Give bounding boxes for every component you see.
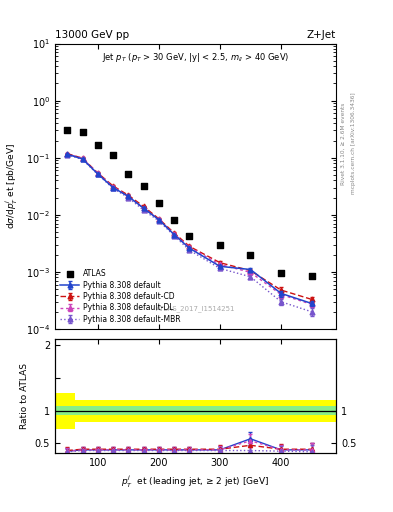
Y-axis label: Ratio to ATLAS: Ratio to ATLAS xyxy=(20,363,29,429)
ATLAS xyxy=(309,272,315,280)
ATLAS xyxy=(247,250,253,259)
ATLAS xyxy=(110,151,116,159)
ATLAS xyxy=(217,241,223,249)
ATLAS xyxy=(186,232,193,241)
ATLAS xyxy=(171,216,177,224)
ATLAS xyxy=(79,128,86,136)
Text: Z+Jet: Z+Jet xyxy=(307,30,336,40)
Y-axis label: d$\sigma$/d$p_{T}^{j}$ et [pb/GeV]: d$\sigma$/d$p_{T}^{j}$ et [pb/GeV] xyxy=(4,143,20,229)
Text: mcplots.cern.ch [arXiv:1306.3436]: mcplots.cern.ch [arXiv:1306.3436] xyxy=(351,93,356,194)
ATLAS xyxy=(140,182,147,190)
ATLAS xyxy=(64,126,70,135)
Legend: ATLAS, Pythia 8.308 default, Pythia 8.308 default-CD, Pythia 8.308 default-DL, P: ATLAS, Pythia 8.308 default, Pythia 8.30… xyxy=(59,268,182,325)
ATLAS xyxy=(125,170,132,178)
X-axis label: $p_{T}^{j}$  et (leading jet, ≥ 2 jet) [GeV]: $p_{T}^{j}$ et (leading jet, ≥ 2 jet) [G… xyxy=(121,474,270,490)
ATLAS xyxy=(278,269,284,277)
Text: Jet $p_T$ ($p_T$ > 30 GeV, |y| < 2.5, $m_{ll}$ > 40 GeV): Jet $p_T$ ($p_T$ > 30 GeV, |y| < 2.5, $m… xyxy=(102,51,289,63)
Text: ATLAS_2017_I1514251: ATLAS_2017_I1514251 xyxy=(156,305,235,312)
ATLAS xyxy=(95,140,101,148)
ATLAS xyxy=(156,199,162,207)
Text: 13000 GeV pp: 13000 GeV pp xyxy=(55,30,129,40)
Text: Rivet 3.1.10, ≥ 2.6M events: Rivet 3.1.10, ≥ 2.6M events xyxy=(341,102,346,184)
